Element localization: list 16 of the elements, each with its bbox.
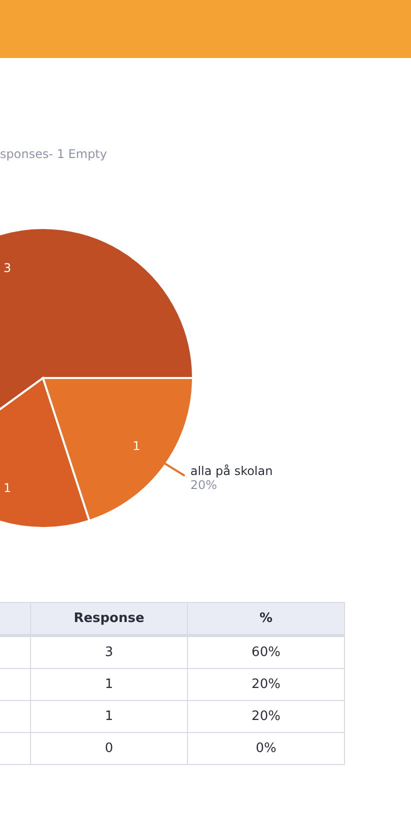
data-label: 1 xyxy=(132,438,140,453)
text: 1 xyxy=(104,677,114,692)
text: 3 xyxy=(104,645,114,660)
data-label: 1 xyxy=(3,480,12,495)
text: 20% xyxy=(188,668,344,700)
text: 20% xyxy=(190,478,218,492)
text: 0 xyxy=(104,741,114,756)
text: % xyxy=(188,602,344,636)
text: 60% xyxy=(188,636,344,668)
data-label: 3 xyxy=(3,261,12,276)
text: Response xyxy=(30,602,188,636)
text: 1 xyxy=(104,709,114,724)
text: 20% xyxy=(252,709,280,724)
chart-subtitle: sponses- 1 Empty xyxy=(0,147,107,161)
legend-label: alla på skolan xyxy=(190,464,273,478)
text: 0% xyxy=(188,732,344,764)
